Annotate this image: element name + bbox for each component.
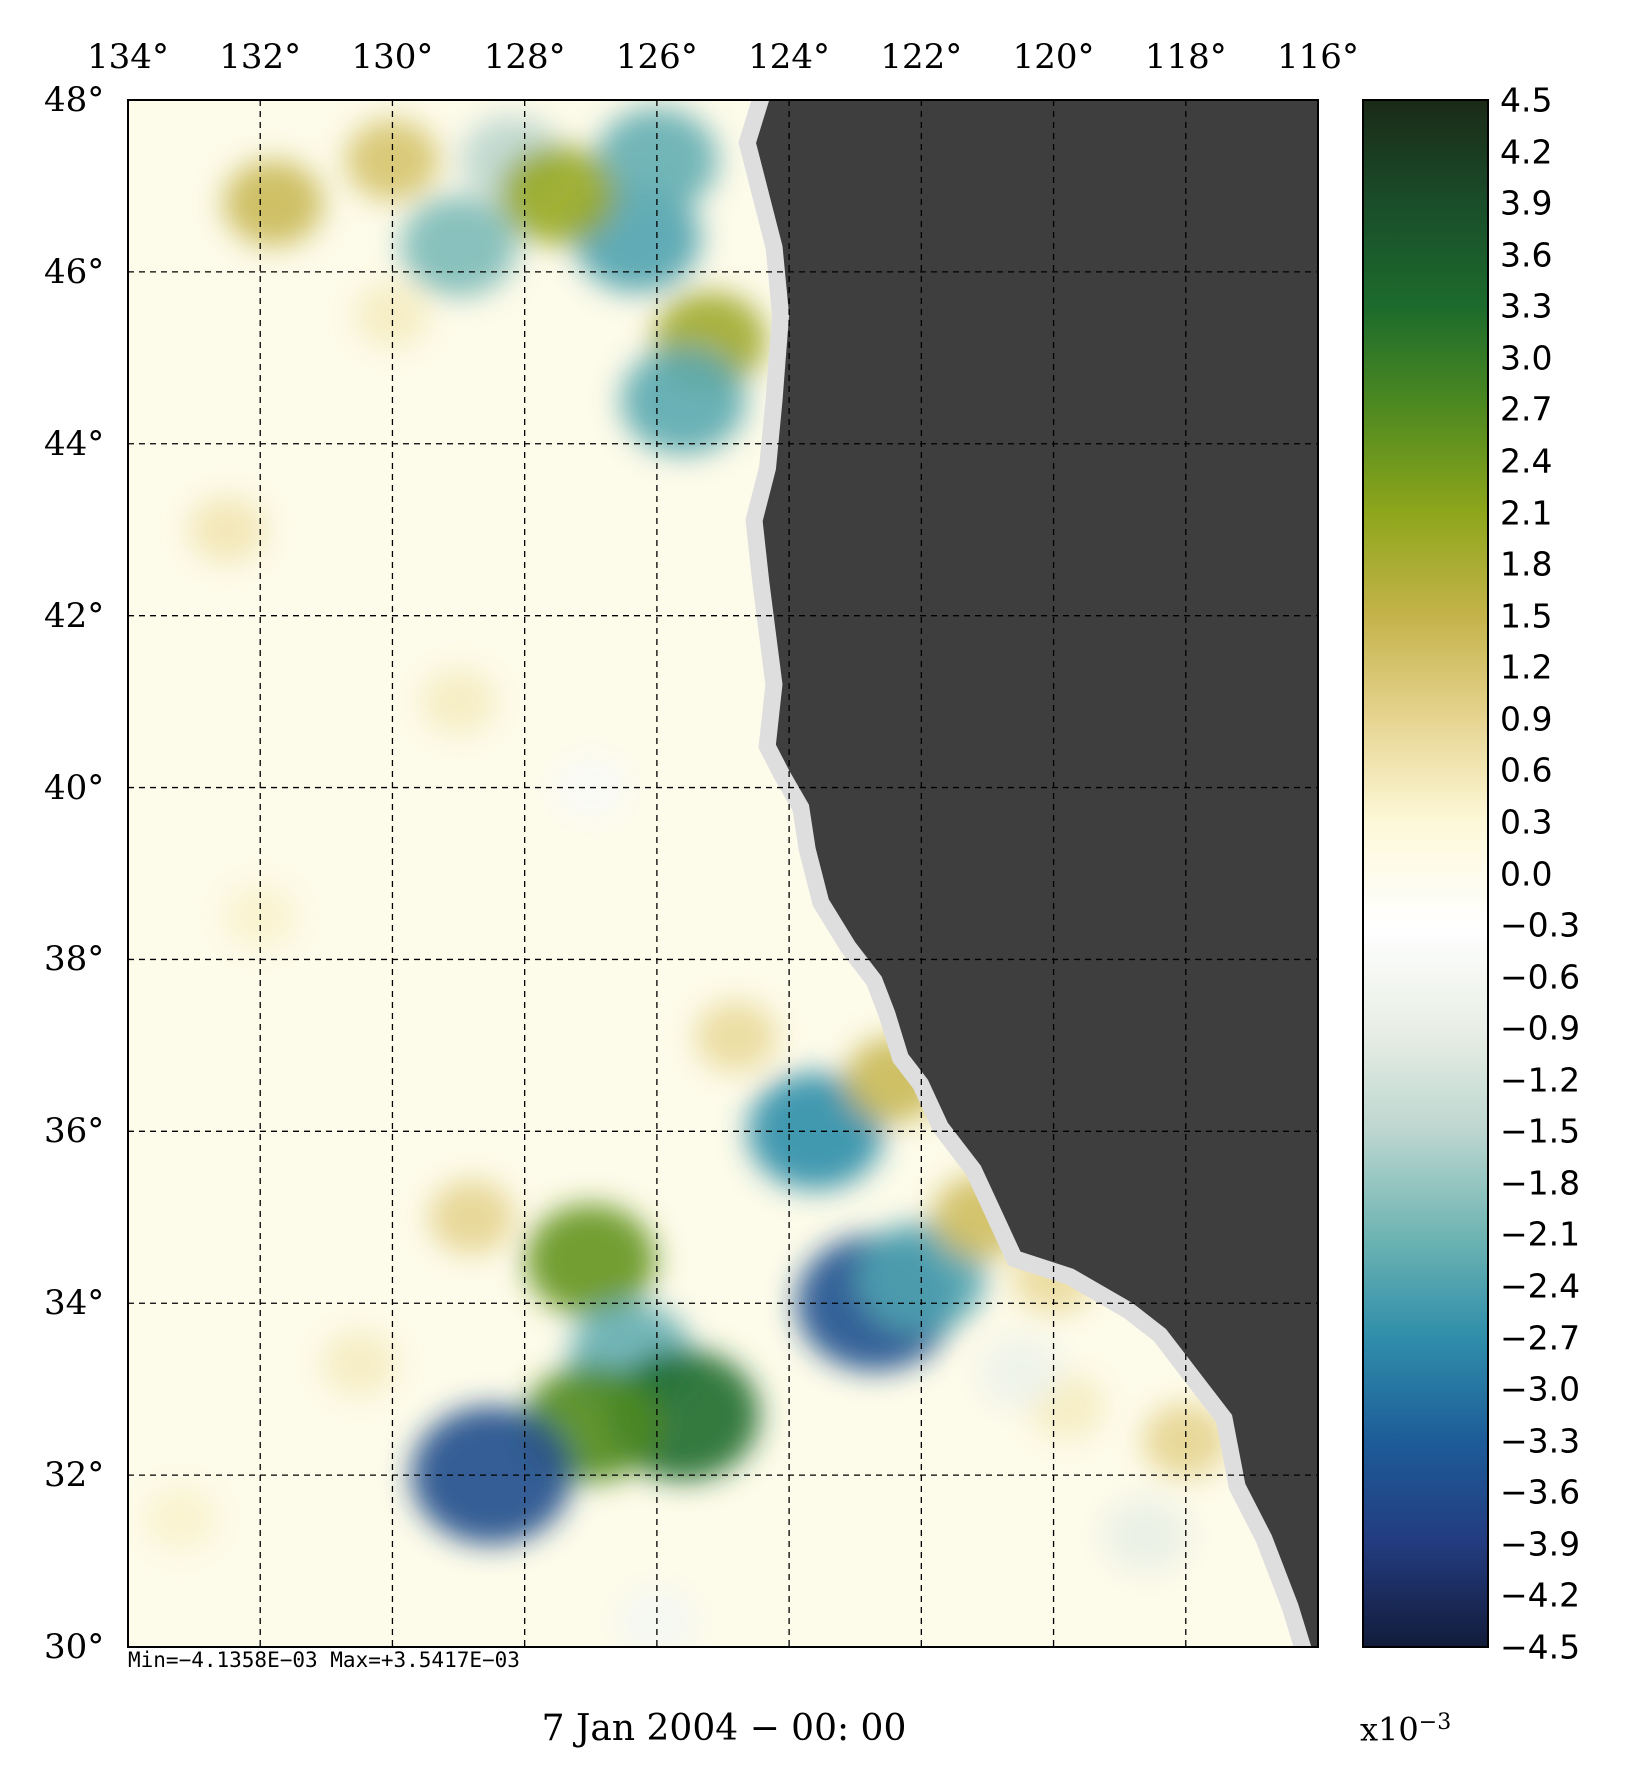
anomaly-blob [621, 347, 746, 455]
colorbar-tick-label: −0.3 [1500, 905, 1581, 945]
colorbar-tick-label: −0.6 [1500, 957, 1581, 997]
map-gridlines [128, 100, 1318, 1647]
unit-exponent: −3 [1418, 1710, 1452, 1735]
latitude-tick-label: 34° [44, 1283, 105, 1324]
colorbar-tick-label: −2.4 [1500, 1266, 1581, 1306]
unit-multiplier: x10 [1360, 1710, 1419, 1749]
colorbar-tick-label: −4.5 [1500, 1627, 1581, 1667]
colorbar [1362, 99, 1489, 1648]
anomaly-blob [979, 1336, 1062, 1408]
longitude-tick-label: 118° [1144, 37, 1227, 77]
min-max-readout: Min=−4.1358E−03 Max=+3.5417E−03 [128, 1648, 520, 1672]
anomaly-blob [1143, 1403, 1229, 1478]
colorbar-tick-label: −2.7 [1500, 1318, 1581, 1358]
colorbar-tick-label: 2.7 [1500, 389, 1553, 429]
map-frame [127, 99, 1319, 1648]
latitude-tick-label: 30° [44, 1627, 105, 1667]
colorbar-tick-label: −3.3 [1500, 1421, 1581, 1461]
colorbar-tick-label: −0.9 [1500, 1008, 1581, 1048]
colorbar-tick-label: −1.8 [1500, 1163, 1581, 1203]
colorbar-tick-label: −2.1 [1500, 1214, 1581, 1254]
colorbar-tick-label: 0.9 [1500, 699, 1553, 739]
longitude-tick-label: 124° [748, 37, 831, 77]
anomaly-blob [429, 1180, 515, 1255]
colorbar-tick-label: 0.3 [1500, 802, 1553, 842]
longitude-tick-label: 130° [351, 37, 434, 77]
anomaly-blob [525, 1204, 656, 1317]
anomaly-field [145, 107, 1229, 1647]
latitude-tick-label: 42° [44, 595, 105, 636]
colorbar-tick-label: −3.6 [1500, 1472, 1581, 1512]
anomaly-blob [695, 1001, 778, 1073]
latitude-tick-label: 44° [44, 423, 105, 464]
colorbar-tick-label: 2.1 [1500, 493, 1553, 533]
anomaly-blob [188, 496, 266, 563]
longitude-tick-label: 120° [1012, 37, 1095, 77]
longitude-tick-label: 132° [219, 37, 302, 77]
anomaly-blob [1103, 1498, 1189, 1573]
colorbar-tick-label: 3.9 [1500, 183, 1553, 223]
colorbar-tick-label: 1.8 [1500, 544, 1553, 584]
colorbar-tick-label: 0.6 [1500, 750, 1553, 790]
colorbar-tick-label: −4.2 [1500, 1575, 1581, 1615]
colorbar-tick-label: −1.5 [1500, 1111, 1581, 1151]
latitude-tick-label: 38° [44, 939, 105, 980]
anomaly-blob [499, 144, 616, 245]
latitude-tick-label: 36° [44, 1111, 105, 1152]
land-polygon [756, 100, 1318, 1647]
anomaly-blob [145, 1487, 217, 1549]
colorbar-tick-label: 1.5 [1500, 596, 1553, 636]
colorbar-tick-label: 1.2 [1500, 647, 1553, 687]
colorbar-tick-label: 3.6 [1500, 235, 1553, 275]
latitude-tick-label: 48° [44, 80, 105, 120]
colorbar-tick-label: −3.0 [1500, 1369, 1581, 1409]
anomaly-blob [400, 196, 517, 297]
latitude-tick-label: 32° [44, 1455, 105, 1496]
colorbar-tick-label: 3.3 [1500, 286, 1553, 326]
colorbar-tick-label: 3.0 [1500, 338, 1553, 378]
colorbar-unit-label: x10−3 [1360, 1710, 1451, 1749]
latitude-tick-label: 46° [44, 251, 105, 292]
anomaly-blob [223, 160, 324, 246]
anomaly-blob [421, 669, 496, 734]
colorbar-tick-label: 2.4 [1500, 441, 1553, 481]
colorbar-tick-label: −1.2 [1500, 1060, 1581, 1100]
date-label: 7 Jan 2004 − 00: 00 [541, 1708, 907, 1749]
latitude-tick-label: 40° [44, 767, 105, 808]
colorbar-tick-label: −3.9 [1500, 1524, 1581, 1564]
longitude-tick-label: 128° [483, 37, 566, 77]
anomaly-blob [322, 1331, 397, 1396]
colorbar-tick-label: 4.5 [1500, 80, 1553, 120]
colorbar-tick-label: 0.0 [1500, 854, 1553, 893]
longitude-tick-label: 126° [615, 37, 698, 77]
longitude-tick-label: 116° [1277, 37, 1359, 77]
longitude-tick-label: 122° [880, 37, 963, 77]
anomaly-blob [618, 1588, 696, 1647]
colorbar-tick-label: 4.2 [1500, 132, 1553, 172]
longitude-tick-label: 134° [87, 37, 169, 77]
